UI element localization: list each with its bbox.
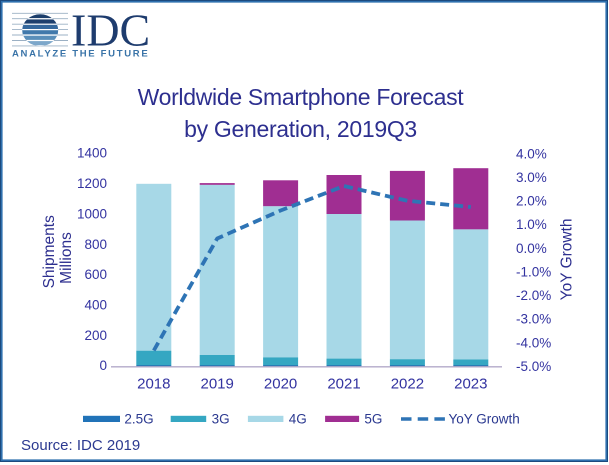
svg-text:Shipments: Shipments: [41, 215, 58, 288]
svg-text:0.0%: 0.0%: [516, 241, 547, 256]
svg-text:-5.0%: -5.0%: [516, 359, 551, 374]
svg-text:-3.0%: -3.0%: [516, 312, 551, 327]
svg-text:2018: 2018: [137, 376, 170, 393]
svg-text:1200: 1200: [77, 176, 107, 191]
svg-text:4.0%: 4.0%: [516, 146, 547, 161]
svg-text:ANALYZE THE FUTURE: ANALYZE THE FUTURE: [12, 49, 149, 60]
svg-text:2019: 2019: [201, 376, 234, 393]
svg-text:IDC: IDC: [71, 5, 150, 56]
svg-text:5G: 5G: [364, 412, 382, 427]
svg-text:2.0%: 2.0%: [516, 194, 547, 209]
svg-text:1400: 1400: [77, 146, 107, 161]
svg-text:2.5G: 2.5G: [124, 412, 153, 427]
svg-text:200: 200: [84, 328, 107, 343]
svg-text:3.0%: 3.0%: [516, 170, 547, 185]
svg-text:4G: 4G: [289, 412, 307, 427]
svg-text:800: 800: [84, 237, 107, 252]
svg-text:YoY Growth: YoY Growth: [559, 218, 576, 300]
svg-text:3G: 3G: [212, 412, 230, 427]
svg-text:Millions: Millions: [58, 232, 75, 284]
svg-text:2021: 2021: [327, 376, 360, 393]
svg-text:-2.0%: -2.0%: [516, 288, 551, 303]
svg-text:YoY Growth: YoY Growth: [449, 412, 520, 427]
svg-text:600: 600: [84, 267, 107, 282]
svg-text:-4.0%: -4.0%: [516, 335, 551, 350]
svg-text:400: 400: [84, 298, 107, 313]
svg-text:-1.0%: -1.0%: [516, 265, 551, 280]
svg-text:1.0%: 1.0%: [516, 217, 547, 232]
svg-text:2022: 2022: [391, 376, 424, 393]
svg-text:1000: 1000: [77, 206, 107, 221]
svg-text:0: 0: [99, 358, 107, 373]
svg-text:2020: 2020: [264, 376, 297, 393]
svg-text:2023: 2023: [454, 376, 487, 393]
